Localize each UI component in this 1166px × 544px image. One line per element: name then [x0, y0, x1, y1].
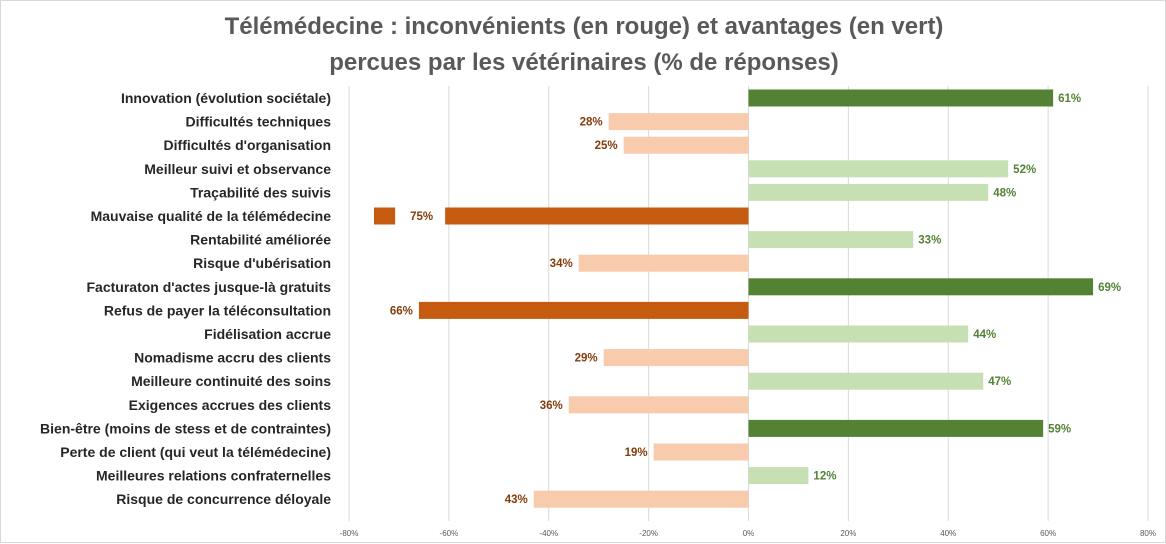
- x-tick-label: 0%: [743, 529, 755, 538]
- data-label: 69%: [1098, 282, 1121, 294]
- bar: [623, 136, 749, 154]
- data-label: 48%: [993, 187, 1016, 199]
- data-label: 28%: [580, 117, 603, 129]
- x-tick-label: -40%: [539, 529, 558, 538]
- bar: [568, 396, 749, 414]
- data-label: 47%: [988, 376, 1011, 388]
- category-label: Perte de client (qui veut la télémédecin…: [60, 444, 331, 460]
- data-label: 44%: [973, 329, 996, 341]
- chart-title-line-1: Télémédecine : inconvénients (en rouge) …: [225, 13, 944, 40]
- x-tick-label: 60%: [1040, 529, 1056, 538]
- x-tick-label: -20%: [639, 529, 658, 538]
- data-label: 36%: [540, 400, 563, 412]
- bar: [748, 325, 969, 343]
- bar: [748, 183, 989, 201]
- data-label: 66%: [390, 305, 413, 317]
- data-label: 52%: [1013, 164, 1036, 176]
- x-tick-label: 40%: [940, 529, 956, 538]
- category-label: Meilleures relations confraternelles: [96, 468, 331, 484]
- category-label: Nomadisme accru des clients: [134, 350, 331, 366]
- bar: [748, 467, 809, 485]
- category-label: Risque d'ubérisation: [193, 255, 331, 271]
- bar: [748, 89, 1054, 107]
- data-labels: 61% 28% 25% 52% 48% 75% 33% 34% 69% 66% 44% 29% 47% 3…: [390, 93, 1121, 506]
- data-label: 61%: [1058, 93, 1081, 105]
- category-label: Difficultés techniques: [186, 114, 332, 130]
- bar: [603, 349, 749, 367]
- bar: [578, 254, 749, 272]
- category-label: Fidélisation accrue: [204, 326, 331, 342]
- category-labels: Innovation (évolution sociétale) Difficul…: [40, 90, 331, 507]
- category-label: Innovation (évolution sociétale): [121, 90, 331, 106]
- x-tick-label: 80%: [1140, 529, 1156, 538]
- x-tick-label: -80%: [340, 529, 359, 538]
- data-label: 75%: [410, 211, 433, 223]
- data-label: 29%: [575, 353, 598, 365]
- bar: [653, 443, 749, 461]
- x-axis-tick-labels: -80% -60% -40% -20% 0% 20% 40% 60% 80%: [340, 529, 1156, 538]
- bar: [373, 207, 749, 225]
- category-label: Mauvaise qualité de la télémédecine: [91, 208, 332, 224]
- chart-title-line-2: percues par les vétérinaires (% de répon…: [329, 49, 839, 76]
- category-label: Risque de concurrence déloyale: [116, 491, 331, 507]
- bars: [373, 89, 1094, 508]
- bar: [608, 113, 749, 131]
- category-label: Rentabilité améliorée: [190, 232, 331, 248]
- data-label: 43%: [505, 494, 528, 506]
- data-label: 25%: [595, 140, 618, 152]
- data-label: 59%: [1048, 423, 1071, 435]
- bar: [418, 301, 749, 319]
- bar: [748, 231, 914, 249]
- category-label: Exigences accrues des clients: [129, 397, 332, 413]
- chart-title: Télémédecine : inconvénients (en rouge) …: [225, 13, 944, 76]
- data-label: 19%: [625, 447, 648, 459]
- category-label: Facturaton d'actes jusque-là gratuits: [87, 279, 332, 295]
- data-label-box: [395, 206, 446, 226]
- bar: [748, 372, 984, 390]
- bar: [748, 419, 1044, 437]
- category-label: Difficultés d'organisation: [164, 137, 331, 153]
- data-label: 34%: [550, 258, 573, 270]
- data-label: 12%: [813, 471, 836, 483]
- category-label: Meilleur suivi et observance: [144, 161, 331, 177]
- category-label: Refus de payer la téléconsultation: [104, 302, 331, 318]
- x-tick-label: -60%: [440, 529, 459, 538]
- category-label: Bien-être (moins de stess et de contrain…: [40, 420, 331, 436]
- bar: [748, 160, 1009, 178]
- category-label: Meilleure continuité des soins: [131, 373, 331, 389]
- data-label: 33%: [918, 235, 941, 247]
- bar: [533, 490, 749, 508]
- category-label: Traçabilité des suivis: [190, 184, 331, 200]
- bar: [748, 278, 1094, 296]
- x-tick-label: 20%: [840, 529, 856, 538]
